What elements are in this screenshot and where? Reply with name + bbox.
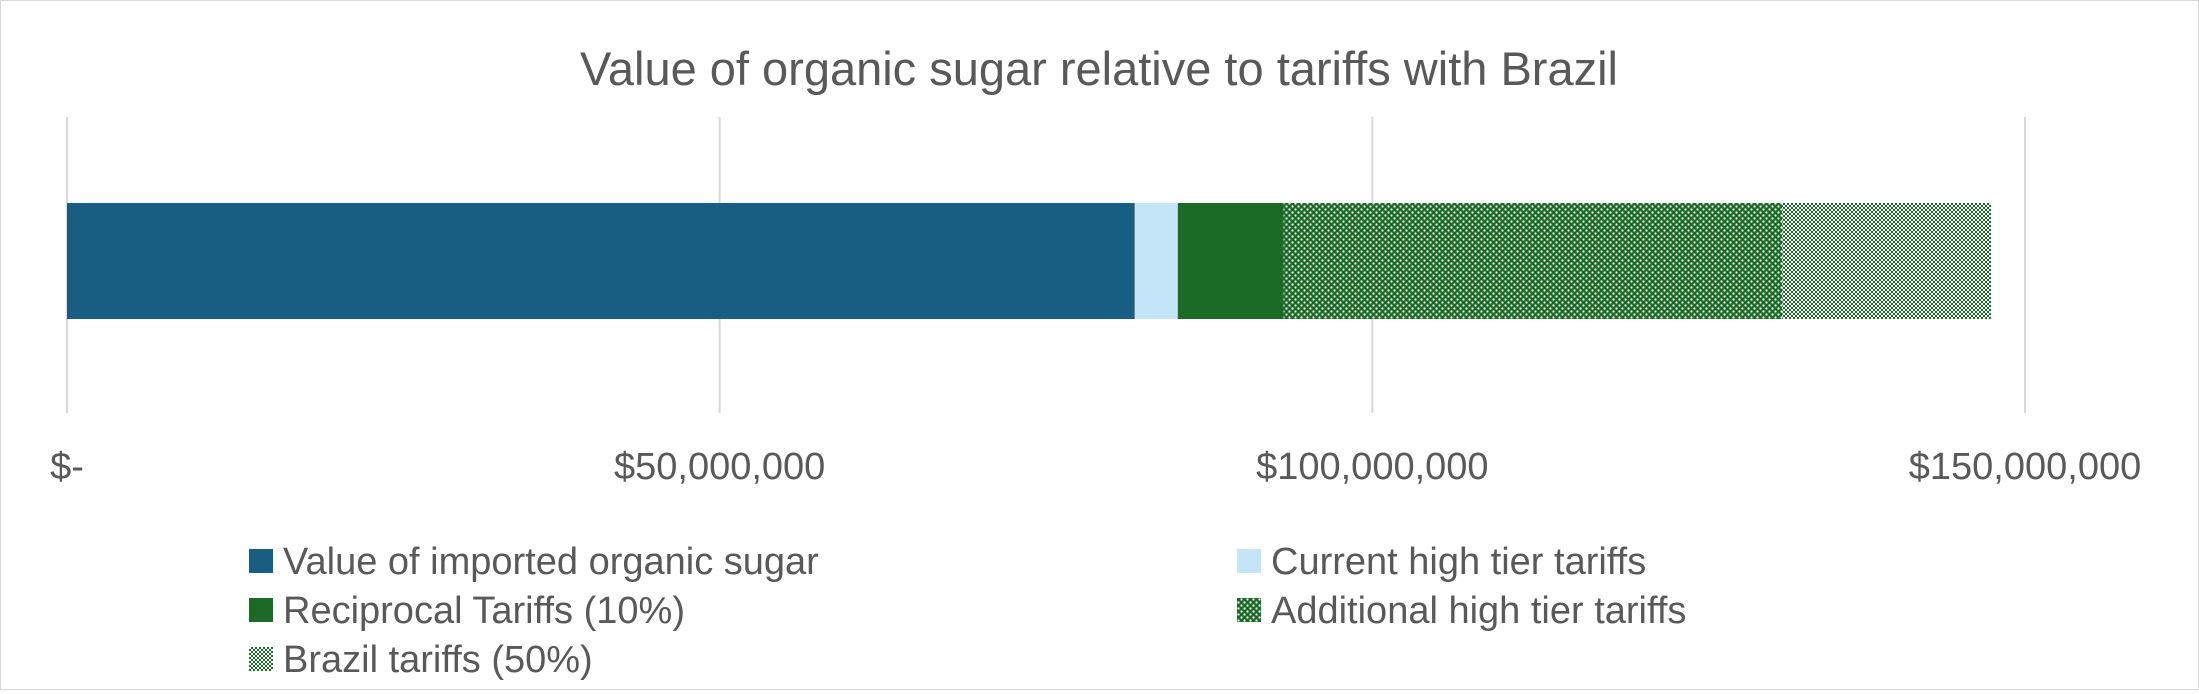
bar-segment-brazil-tariffs-50 xyxy=(1782,203,1992,319)
legend-swatch xyxy=(1237,598,1261,622)
legend-item-current-high-tier-tariffs: Current high tier tariffs xyxy=(1237,541,1646,583)
legend-label: Reciprocal Tariffs (10%) xyxy=(283,590,685,632)
legend-label: Additional high tier tariffs xyxy=(1271,590,1686,632)
legend-label: Brazil tariffs (50%) xyxy=(283,639,593,681)
legend-label: Value of imported organic sugar xyxy=(283,541,819,583)
legend-item-brazil-tariffs-50: Brazil tariffs (50%) xyxy=(249,639,593,681)
legend-swatch xyxy=(1237,549,1261,573)
chart-title: Value of organic sugar relative to tarif… xyxy=(580,42,1618,95)
legend: Value of imported organic sugar Current h… xyxy=(249,541,1686,681)
legend-item-reciprocal-tariffs-10: Reciprocal Tariffs (10%) xyxy=(249,590,685,632)
legend-item-additional-high-tier-tariffs: Additional high tier tariffs xyxy=(1237,590,1686,632)
legend-item-value-of-imported-organic-sugar: Value of imported organic sugar xyxy=(249,541,819,583)
legend-swatch xyxy=(249,647,273,671)
x-tick-label-3: $150,000,000 xyxy=(1909,446,2141,488)
bar-segments xyxy=(67,203,1992,319)
legend-label: Current high tier tariffs xyxy=(1271,541,1646,583)
legend-swatch xyxy=(249,549,273,573)
bar-segment-additional-high-tier-tariffs xyxy=(1283,203,1783,319)
x-tick-label-2: $100,000,000 xyxy=(1256,446,1488,488)
bar-segment-value-of-imported-organic-sugar xyxy=(67,203,1135,319)
x-tick-label-0: $- xyxy=(50,446,84,488)
x-tick-label-1: $50,000,000 xyxy=(614,446,825,488)
bar-segment-reciprocal-tariffs-10 xyxy=(1177,203,1284,319)
legend-swatch xyxy=(249,598,273,622)
bar-segment-current-high-tier-tariffs xyxy=(1134,203,1178,319)
x-axis-tick-labels: $- $50,000,000 $100,000,000 $150,000,000 xyxy=(50,446,2141,488)
